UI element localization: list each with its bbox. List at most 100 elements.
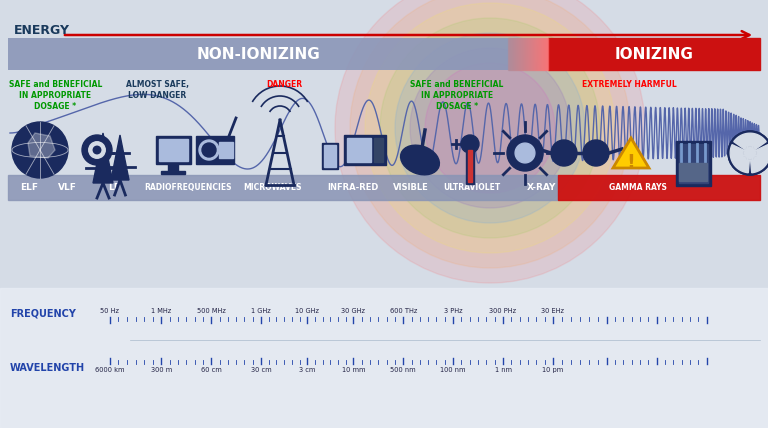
Text: 100 nm: 100 nm bbox=[440, 367, 466, 373]
Circle shape bbox=[350, 0, 630, 268]
Text: 50 Hz: 50 Hz bbox=[101, 308, 119, 314]
Bar bbox=[155, 136, 190, 164]
Bar bbox=[518, 38, 519, 70]
Bar bbox=[158, 139, 187, 161]
Text: 30 cm: 30 cm bbox=[251, 367, 271, 373]
Circle shape bbox=[335, 0, 645, 283]
Circle shape bbox=[12, 122, 68, 178]
Bar bbox=[526, 38, 527, 70]
Text: 30 EHz: 30 EHz bbox=[541, 308, 564, 314]
Bar bbox=[534, 38, 535, 70]
Bar bbox=[219, 142, 233, 158]
Text: 30 GHz: 30 GHz bbox=[341, 308, 366, 314]
Text: 10 pm: 10 pm bbox=[542, 367, 564, 373]
Bar bbox=[8, 38, 548, 70]
Bar bbox=[8, 175, 558, 200]
Text: DANGER: DANGER bbox=[266, 80, 303, 89]
Polygon shape bbox=[93, 133, 113, 183]
Bar bbox=[344, 135, 386, 165]
Text: 500 MHz: 500 MHz bbox=[197, 308, 226, 314]
Text: FREQUENCY: FREQUENCY bbox=[10, 308, 76, 318]
Bar bbox=[533, 38, 534, 70]
Bar bbox=[678, 143, 707, 182]
Circle shape bbox=[461, 135, 479, 153]
Text: ENERGY: ENERGY bbox=[14, 24, 70, 36]
Bar bbox=[168, 164, 178, 172]
Bar bbox=[547, 38, 548, 70]
Text: SAFE and BENEFICIAL
IN APPROPRIATE
DOSAGE *: SAFE and BENEFICIAL IN APPROPRIATE DOSAG… bbox=[410, 80, 504, 111]
Bar bbox=[538, 38, 539, 70]
Polygon shape bbox=[111, 135, 129, 180]
Text: 10 GHz: 10 GHz bbox=[295, 308, 319, 314]
Text: 60 cm: 60 cm bbox=[200, 367, 222, 373]
Bar bbox=[515, 38, 516, 70]
Bar bbox=[541, 38, 542, 70]
Circle shape bbox=[507, 135, 543, 171]
Text: NON-IONIZING: NON-IONIZING bbox=[196, 47, 320, 62]
Circle shape bbox=[93, 146, 101, 154]
Bar bbox=[532, 38, 533, 70]
Text: VISIBLE: VISIBLE bbox=[393, 183, 429, 192]
Bar bbox=[539, 38, 540, 70]
Bar bbox=[548, 38, 760, 70]
Bar bbox=[521, 38, 522, 70]
Bar bbox=[468, 150, 472, 182]
Bar bbox=[519, 38, 520, 70]
Text: GAMMA RAYS: GAMMA RAYS bbox=[608, 183, 667, 192]
Circle shape bbox=[515, 143, 535, 163]
Text: 3 cm: 3 cm bbox=[299, 367, 316, 373]
Circle shape bbox=[380, 18, 600, 238]
Text: SAFE and BENEFICIAL
IN APPROPRIATE
DOSAGE *: SAFE and BENEFICIAL IN APPROPRIATE DOSAG… bbox=[8, 80, 102, 111]
Text: ALMOST SAFE,
LOW DANGER: ALMOST SAFE, LOW DANGER bbox=[126, 80, 189, 100]
Text: ELF: ELF bbox=[20, 183, 38, 192]
Text: EXTREMELY HARMFUL: EXTREMELY HARMFUL bbox=[582, 80, 677, 89]
Bar bbox=[558, 175, 760, 200]
Polygon shape bbox=[733, 133, 766, 149]
Polygon shape bbox=[750, 145, 768, 173]
Text: 6000 km: 6000 km bbox=[95, 367, 124, 373]
Text: IONIZING: IONIZING bbox=[614, 47, 694, 62]
Bar bbox=[324, 145, 336, 167]
Polygon shape bbox=[28, 133, 55, 158]
Text: VLF: VLF bbox=[58, 183, 77, 192]
Bar bbox=[524, 38, 525, 70]
Bar bbox=[513, 38, 514, 70]
Bar bbox=[374, 138, 383, 162]
Circle shape bbox=[744, 147, 756, 159]
Bar bbox=[196, 136, 234, 164]
Bar bbox=[543, 38, 544, 70]
Text: 1 nm: 1 nm bbox=[495, 367, 511, 373]
Polygon shape bbox=[730, 145, 750, 173]
Polygon shape bbox=[613, 138, 649, 168]
Bar bbox=[517, 38, 518, 70]
Bar bbox=[529, 38, 530, 70]
Bar bbox=[525, 38, 526, 70]
Text: X-RAY: X-RAY bbox=[527, 183, 556, 192]
Bar bbox=[512, 38, 513, 70]
Bar bbox=[510, 38, 511, 70]
Text: 3 PHz: 3 PHz bbox=[444, 308, 462, 314]
Bar bbox=[520, 38, 521, 70]
Bar bbox=[511, 38, 512, 70]
Text: 1 GHz: 1 GHz bbox=[251, 308, 271, 314]
Text: 10 mm: 10 mm bbox=[342, 367, 365, 373]
Bar bbox=[0, 288, 768, 428]
Bar bbox=[531, 38, 532, 70]
Text: !: ! bbox=[627, 152, 635, 172]
Bar bbox=[527, 38, 528, 70]
Circle shape bbox=[728, 131, 768, 175]
Text: 300 PHz: 300 PHz bbox=[489, 308, 517, 314]
Bar bbox=[466, 148, 474, 184]
Bar bbox=[537, 38, 538, 70]
Circle shape bbox=[425, 63, 555, 193]
Bar bbox=[545, 38, 546, 70]
Text: ULTRAVIOLET: ULTRAVIOLET bbox=[444, 183, 501, 192]
Circle shape bbox=[410, 48, 570, 208]
Text: 600 THz: 600 THz bbox=[389, 308, 417, 314]
Text: 1 MHz: 1 MHz bbox=[151, 308, 171, 314]
Bar bbox=[544, 38, 545, 70]
Text: MICROWAVES: MICROWAVES bbox=[243, 183, 302, 192]
Bar bbox=[676, 140, 710, 185]
Text: INFRA-RED: INFRA-RED bbox=[328, 183, 379, 192]
Bar bbox=[546, 38, 547, 70]
